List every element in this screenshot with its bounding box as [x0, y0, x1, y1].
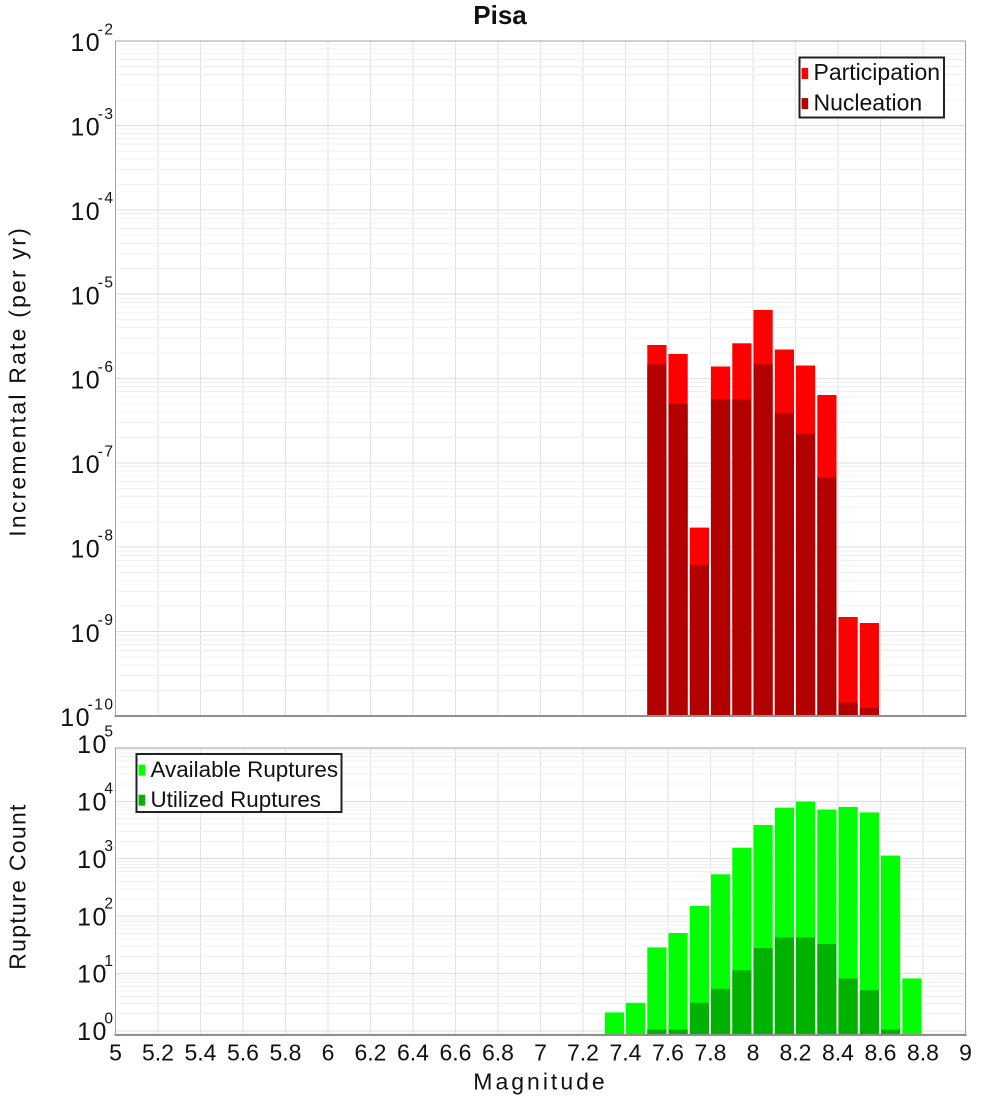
- svg-text:Incremental Rate (per yr): Incremental Rate (per yr): [5, 226, 31, 537]
- svg-text:8.8: 8.8: [907, 1040, 939, 1066]
- svg-text:9: 9: [959, 1040, 972, 1066]
- svg-text:Pisa: Pisa: [473, 0, 527, 30]
- svg-text:Available Ruptures: Available Ruptures: [151, 757, 339, 782]
- svg-text:7.4: 7.4: [610, 1040, 642, 1066]
- svg-text:Magnitude: Magnitude: [473, 1068, 607, 1094]
- svg-text:Rupture Count: Rupture Count: [5, 803, 31, 970]
- svg-text:6: 6: [322, 1040, 335, 1066]
- svg-text:6.8: 6.8: [482, 1040, 514, 1066]
- svg-text:5: 5: [109, 1040, 122, 1066]
- svg-text:5.6: 5.6: [227, 1040, 259, 1066]
- svg-text:6.2: 6.2: [355, 1040, 387, 1066]
- svg-text:8.2: 8.2: [780, 1040, 812, 1066]
- svg-text:7: 7: [534, 1040, 547, 1066]
- svg-text:Nucleation: Nucleation: [814, 89, 923, 115]
- svg-text:8.4: 8.4: [822, 1040, 854, 1066]
- svg-text:7.2: 7.2: [567, 1040, 599, 1066]
- svg-text:5.2: 5.2: [142, 1040, 174, 1066]
- svg-text:6.4: 6.4: [397, 1040, 429, 1066]
- svg-text:8.6: 8.6: [865, 1040, 897, 1066]
- svg-text:Utilized Ruptures: Utilized Ruptures: [151, 787, 322, 812]
- svg-text:5.4: 5.4: [185, 1040, 217, 1066]
- svg-text:5.8: 5.8: [270, 1040, 302, 1066]
- svg-text:7.8: 7.8: [695, 1040, 727, 1066]
- svg-text:7.6: 7.6: [652, 1040, 684, 1066]
- svg-text:8: 8: [747, 1040, 760, 1066]
- svg-text:6.6: 6.6: [440, 1040, 472, 1066]
- svg-text:Participation: Participation: [814, 59, 941, 85]
